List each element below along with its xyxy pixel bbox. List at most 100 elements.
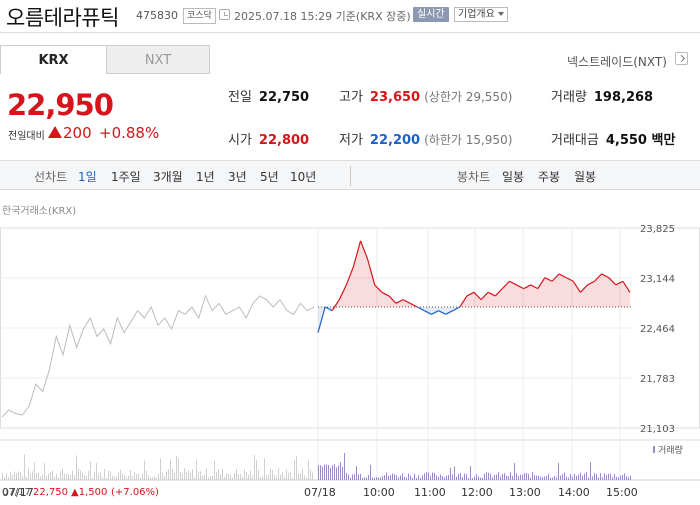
period-1w[interactable]: 1주일 [111, 170, 141, 184]
series-today-segment [537, 277, 546, 289]
volume-bar [424, 473, 425, 480]
series-today-segment [558, 273, 567, 279]
company-info-dropdown[interactable]: 기업개요 [454, 7, 508, 22]
volume-bar [336, 467, 337, 480]
volume-bar [108, 470, 109, 480]
company-info-label: 기업개요 [458, 9, 495, 20]
volume-bar [338, 465, 339, 480]
y-tick-label: 21,103 [640, 424, 675, 435]
candle-weekly[interactable]: 주봉 [538, 170, 561, 184]
volume-bar [98, 473, 99, 480]
series-today-segment [523, 284, 532, 290]
volume-bar [290, 471, 291, 480]
volume-bar [152, 477, 153, 480]
volume-bar [20, 472, 21, 480]
volume-bar [42, 474, 43, 480]
volume-bar [600, 473, 601, 480]
volume-bar [594, 473, 595, 480]
period-3m[interactable]: 3개월 [153, 170, 183, 184]
volume-bar [228, 473, 229, 480]
volume-bar [26, 476, 27, 480]
period-3y[interactable]: 3년 [228, 170, 247, 184]
volume-bar [220, 474, 221, 480]
volume-bar [386, 472, 387, 480]
stat-label: 시가 [228, 133, 252, 148]
realtime-button[interactable]: 실시간 [413, 7, 449, 22]
volume-bar [532, 472, 533, 480]
series-today-segment [409, 302, 418, 308]
volume-bar [382, 476, 383, 480]
volume-bar [500, 476, 501, 480]
volume-bar [358, 474, 359, 480]
volume-bar [52, 470, 53, 480]
volume-bar [304, 475, 305, 480]
y-tick-label: 21,783 [640, 374, 675, 385]
volume-bar [554, 476, 555, 480]
volume-bar [462, 477, 463, 480]
series-today-segment [416, 306, 425, 312]
series-today-segment [494, 288, 503, 297]
volume-bar [530, 477, 531, 480]
volume-bar [384, 475, 385, 480]
volume-bar [362, 477, 363, 480]
tab-krx[interactable]: KRX [0, 45, 106, 74]
volume-bar [342, 466, 343, 480]
y-tick-label: 23,144 [640, 274, 675, 285]
period-5y[interactable]: 5년 [260, 170, 279, 184]
volume-bar [138, 473, 139, 480]
volume-bar [408, 473, 409, 480]
volume-bar [406, 477, 407, 480]
volume-bar [540, 476, 541, 480]
volume-bar [214, 460, 215, 480]
series-today-segment [565, 277, 574, 282]
volume-bar [544, 476, 545, 480]
volume-bar [546, 475, 547, 480]
volume-bar [292, 477, 293, 480]
volume-bar [504, 473, 505, 480]
volume-bar [218, 469, 219, 480]
volume-bar [394, 474, 395, 480]
volume-bar [418, 475, 419, 480]
volume-bar [46, 475, 47, 480]
volume-bar [114, 476, 115, 480]
volume-bar [64, 473, 65, 480]
series-today-segment [438, 310, 446, 315]
volume-bar [330, 467, 331, 480]
volume-bar [480, 477, 481, 480]
series-today-segment [338, 284, 347, 300]
volume-bar [380, 477, 381, 480]
volume-bar [226, 473, 227, 480]
chevron-right-icon[interactable] [675, 52, 688, 65]
volume-bar [490, 473, 491, 480]
volume-bar [156, 477, 157, 480]
volume-legend-label: 거래량 [658, 444, 683, 456]
nxt-link[interactable]: 넥스트레이드(NXT) [567, 55, 667, 69]
candle-daily[interactable]: 일봉 [502, 170, 525, 184]
volume-bar [340, 462, 341, 480]
volume-bar [606, 475, 607, 480]
period-1d[interactable]: 1일 [78, 170, 97, 184]
candle-monthly[interactable]: 월봉 [574, 170, 597, 184]
period-1y[interactable]: 1년 [196, 170, 215, 184]
volume-bar [230, 474, 231, 480]
area-down [318, 306, 630, 333]
volume-bar [174, 473, 175, 480]
volume-bar [440, 474, 441, 480]
volume-bar [604, 473, 605, 480]
volume-bar [74, 475, 75, 480]
volume-bar [136, 473, 137, 480]
series-today-segment [530, 284, 539, 290]
volume-bar [518, 475, 519, 480]
volume-bar [322, 466, 323, 480]
series-today-segment [352, 240, 362, 267]
volume-bar [468, 477, 469, 480]
volume-bar [528, 473, 529, 480]
volume-bar [2, 473, 3, 480]
stock-header: 오름테라퓨틱 475830 코스닥 2025.07.18 15:29 기준(KR… [0, 0, 700, 33]
volume-bar [616, 476, 617, 480]
volume-bar [260, 477, 261, 480]
period-10y[interactable]: 10년 [290, 170, 317, 184]
series-today-segment [345, 266, 355, 286]
tab-nxt[interactable]: NXT [106, 45, 210, 74]
volume-bar [474, 476, 475, 480]
